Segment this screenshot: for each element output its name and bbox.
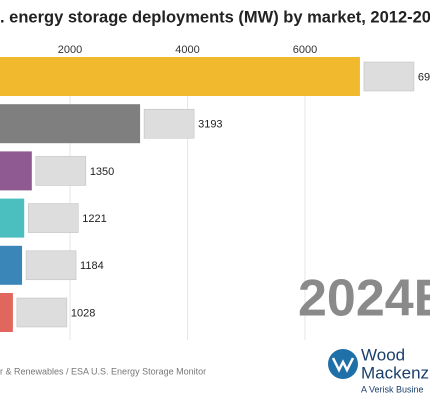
bar [0, 57, 360, 96]
flag [25, 250, 77, 281]
logo-line1: Wood [361, 345, 405, 364]
bar [0, 293, 13, 332]
chart-title: . energy storage deployments (MW) by mar… [0, 8, 430, 26]
flag [363, 61, 415, 92]
source: r & Renewables / ESA U.S. Energy Storage… [0, 366, 206, 376]
value-label: 1028 [71, 307, 95, 319]
flag [16, 297, 68, 328]
bar [0, 151, 32, 191]
bar [0, 104, 141, 144]
bar [0, 198, 25, 238]
x-tick-label: 4000 [175, 44, 199, 56]
logo-tagline: A Verisk Busine [361, 384, 424, 394]
value-label: 1184 [80, 260, 104, 272]
logo: Wood Mackenzi A Verisk Busine [328, 345, 430, 394]
bar [0, 245, 23, 285]
logo-line2: Mackenzi [361, 363, 430, 382]
year-annotation: 2024E [298, 270, 430, 328]
value-label: 6935 [418, 71, 430, 83]
value-label: 1221 [82, 213, 106, 225]
flag [27, 203, 79, 233]
value-label: 3193 [198, 119, 222, 131]
x-tick-label: 6000 [293, 44, 317, 56]
flag [143, 108, 195, 139]
x-tick-label: 2000 [58, 44, 82, 56]
value-label: 1350 [90, 166, 114, 178]
flag [35, 156, 87, 186]
logo-w [331, 357, 355, 373]
